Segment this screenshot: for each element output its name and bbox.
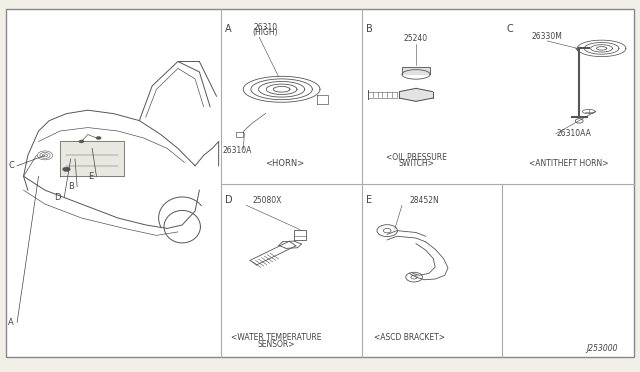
Text: J253000: J253000 <box>586 344 618 353</box>
Polygon shape <box>399 89 433 101</box>
Polygon shape <box>402 67 430 74</box>
Text: <OIL PRESSURE: <OIL PRESSURE <box>385 153 447 162</box>
FancyBboxPatch shape <box>6 9 634 357</box>
Text: 26330M: 26330M <box>531 32 562 41</box>
Text: E: E <box>366 195 372 205</box>
Circle shape <box>79 140 84 143</box>
Text: C: C <box>507 24 514 34</box>
Text: D: D <box>54 193 61 202</box>
Text: B: B <box>366 24 373 34</box>
Text: <WATER TEMPERATURE: <WATER TEMPERATURE <box>231 333 322 342</box>
Circle shape <box>96 137 101 140</box>
Text: B: B <box>68 182 74 191</box>
Text: SENSOR>: SENSOR> <box>258 340 295 349</box>
Text: C: C <box>8 161 14 170</box>
Text: A: A <box>8 318 14 327</box>
Text: 26310: 26310 <box>253 23 278 32</box>
Text: 25240: 25240 <box>404 34 428 43</box>
Text: D: D <box>225 195 233 205</box>
Polygon shape <box>60 141 124 176</box>
Text: 25080X: 25080X <box>253 196 282 205</box>
Text: <ANTITHEFT HORN>: <ANTITHEFT HORN> <box>529 158 608 167</box>
Text: (HIGH): (HIGH) <box>253 28 278 37</box>
Text: 28452N: 28452N <box>410 196 439 205</box>
Text: 26310AA: 26310AA <box>557 129 591 138</box>
Text: <ASCD BRACKET>: <ASCD BRACKET> <box>374 333 445 342</box>
Circle shape <box>63 167 70 171</box>
Text: A: A <box>225 24 232 34</box>
Text: SWITCH>: SWITCH> <box>398 159 434 168</box>
Text: E: E <box>88 172 93 181</box>
Text: <HORN>: <HORN> <box>265 158 305 167</box>
Text: 26310A: 26310A <box>222 145 252 154</box>
